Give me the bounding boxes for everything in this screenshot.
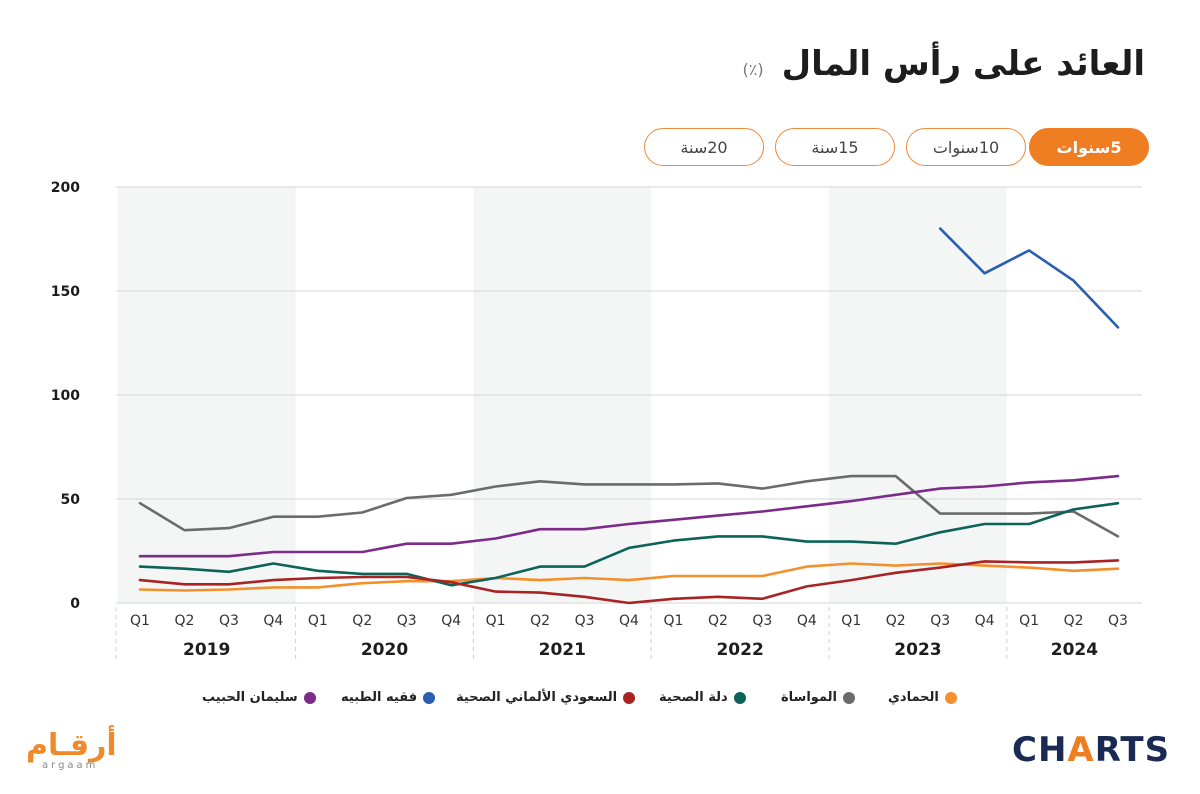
charts-logo-part2: RTS — [1094, 730, 1171, 770]
x-tick-label: Q4 — [263, 613, 283, 629]
x-tick-label: Q2 — [174, 613, 194, 629]
tab-10-years[interactable]: 10سنوات — [906, 128, 1026, 166]
tab-5-years[interactable]: 5سنوات — [1029, 128, 1149, 166]
legend-dot-icon — [423, 691, 436, 704]
legend-dot-icon — [623, 691, 636, 704]
legend-dot-icon — [303, 691, 316, 704]
x-tick-label: Q2 — [708, 613, 728, 629]
legend-item-saudi-german: السعودي الألماني الصحية — [456, 690, 636, 705]
unit-label: (٪) — [742, 60, 764, 79]
charts-logo-part1: CH — [1012, 730, 1068, 770]
x-tick-label: Q4 — [975, 613, 995, 629]
x-tick-label: Q1 — [841, 613, 861, 629]
year-label: 2022 — [716, 640, 763, 660]
period-tabs: 5سنوات 10سنوات 15سنة 20سنة — [0, 128, 1200, 168]
x-tick-label: Q4 — [619, 613, 639, 629]
legend-item-sulaiman-alhabib: سليمان الحبيب — [202, 690, 316, 705]
charts-logo-accent: A — [1067, 730, 1095, 770]
series-line — [138, 562, 1120, 592]
x-tick-label: Q1 — [486, 613, 506, 629]
y-tick-label: 150 — [51, 284, 80, 300]
tab-15-years[interactable]: 15سنة — [775, 128, 895, 166]
x-tick-label: Q3 — [219, 613, 239, 629]
legend-label: فقيه الطبيه — [341, 690, 418, 705]
tab-20-years[interactable]: 20سنة — [644, 128, 764, 166]
x-tick-label: Q3 — [575, 613, 595, 629]
series-line — [138, 474, 1120, 558]
x-tick-label: Q2 — [530, 613, 550, 629]
legend-dot-icon — [944, 691, 957, 704]
chart-legend: الحمادي المواساة دلة الصحية السعودي الأل… — [0, 690, 1200, 714]
x-tick-label: Q3 — [752, 613, 772, 629]
x-tick-label: Q3 — [1108, 613, 1128, 629]
y-tick-label: 100 — [51, 388, 80, 404]
legend-item-alhammadi: الحمادي — [888, 690, 957, 705]
series-line — [138, 559, 1120, 605]
argaam-logo-latin: argaam — [42, 760, 99, 771]
x-tick-label: Q3 — [930, 613, 950, 629]
year-label: 2024 — [1051, 640, 1098, 660]
series-line — [138, 474, 1120, 538]
x-tick-label: Q1 — [1019, 613, 1039, 629]
x-tick-label: Q1 — [663, 613, 683, 629]
series-line — [138, 501, 1120, 587]
legend-label: السعودي الألماني الصحية — [456, 690, 618, 705]
argaam-logo-arabic: أرقـام — [26, 728, 117, 763]
year-label: 2023 — [894, 640, 941, 660]
y-tick-label: 0 — [70, 596, 80, 612]
legend-label: الحمادي — [888, 690, 939, 705]
page-title: العائد على رأس المال — [781, 44, 1145, 84]
legend-dot-icon — [843, 691, 855, 704]
chart-title: العائد على رأس المال (٪) — [742, 44, 1145, 84]
x-tick-label: Q2 — [1064, 613, 1084, 629]
y-tick-label: 200 — [51, 180, 80, 196]
year-label: 2019 — [183, 640, 230, 660]
legend-label: سليمان الحبيب — [202, 690, 298, 705]
argaam-logo: أرقـام argaam — [26, 728, 136, 772]
year-label: 2020 — [361, 640, 408, 660]
x-tick-label: Q3 — [397, 613, 417, 629]
x-tick-label: Q4 — [441, 613, 461, 629]
charts-logo: CHARTS — [1012, 730, 1170, 770]
x-tick-label: Q2 — [352, 613, 372, 629]
legend-label: دلة الصحية — [659, 690, 728, 705]
legend-item-almouwasat: المواساة — [781, 690, 855, 705]
legend-dot-icon — [733, 691, 746, 704]
legend-item-dallah: دلة الصحية — [659, 690, 746, 705]
x-tick-label: Q4 — [797, 613, 817, 629]
x-tick-label: Q1 — [130, 613, 150, 629]
x-tick-label: Q1 — [308, 613, 328, 629]
series-line — [938, 227, 1120, 329]
legend-label: المواساة — [781, 690, 837, 705]
y-tick-label: 50 — [61, 492, 81, 508]
x-tick-label: Q2 — [886, 613, 906, 629]
legend-item-fakeeh: فقيه الطبيه — [341, 690, 436, 705]
year-label: 2021 — [539, 640, 586, 660]
